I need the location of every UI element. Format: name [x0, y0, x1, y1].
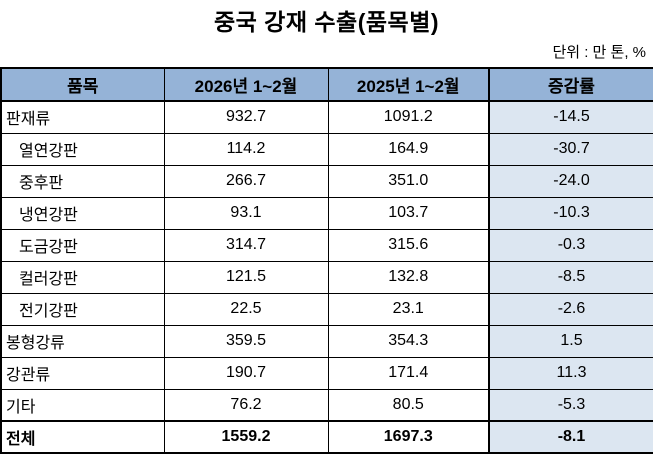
- value-2026-cell: 22.5: [163, 292, 329, 326]
- table-row: 봉형강류 359.5 354.3 1.5: [0, 324, 653, 358]
- change-cell: 1.5: [488, 324, 653, 358]
- table-row: 판재류 932.7 1091.2 -14.5: [0, 100, 653, 134]
- value-2026-cell: 121.5: [163, 260, 329, 294]
- value-2026-cell: 93.1: [163, 196, 329, 230]
- page-title: 중국 강재 수출(품목별): [213, 9, 440, 35]
- table-row: 전체 1559.2 1697.3 -8.1: [0, 420, 653, 454]
- item-cell: 도금강판: [0, 228, 165, 262]
- column-header-item: 품목: [0, 67, 165, 102]
- item-cell: 냉연강판: [0, 196, 165, 230]
- value-2026-cell: 266.7: [163, 164, 329, 198]
- table-row: 냉연강판 93.1 103.7 -10.3: [0, 196, 653, 230]
- change-cell: -0.3: [488, 228, 653, 262]
- table-row: 중후판 266.7 351.0 -24.0: [0, 164, 653, 198]
- table-row: 도금강판 314.7 315.6 -0.3: [0, 228, 653, 262]
- value-2025-cell: 171.4: [327, 356, 490, 390]
- value-2025-cell: 80.5: [327, 388, 490, 422]
- item-cell: 전체: [0, 420, 165, 454]
- item-cell: 판재류: [0, 100, 165, 134]
- item-cell: 컬러강판: [0, 260, 165, 294]
- value-2026-cell: 76.2: [163, 388, 329, 422]
- value-2025-cell: 351.0: [327, 164, 490, 198]
- value-2025-cell: 132.8: [327, 260, 490, 294]
- change-cell: -8.5: [488, 260, 653, 294]
- column-header-change: 증감률: [488, 67, 653, 102]
- column-header-2026: 2026년 1~2월: [163, 67, 329, 102]
- table-body: 판재류 932.7 1091.2 -14.5 열연강판 114.2 164.9 -30.7 중후…: [0, 100, 653, 454]
- table-row: 컬러강판 121.5 132.8 -8.5: [0, 260, 653, 294]
- item-cell: 봉형강류: [0, 324, 165, 358]
- change-cell: 11.3: [488, 356, 653, 390]
- value-2025-cell: 1697.3: [327, 420, 490, 454]
- value-2026-cell: 314.7: [163, 228, 329, 262]
- value-2026-cell: 359.5: [163, 324, 329, 358]
- change-cell: -14.5: [488, 100, 653, 134]
- steel-export-table: 품목 2026년 1~2월 2025년 1~2월 증감률 판재류 932.7 109…: [0, 67, 653, 454]
- change-cell: -2.6: [488, 292, 653, 326]
- value-2026-cell: 1559.2: [163, 420, 329, 454]
- column-header-2025: 2025년 1~2월: [327, 67, 490, 102]
- value-2025-cell: 315.6: [327, 228, 490, 262]
- table-row: 전기강판 22.5 23.1 -2.6: [0, 292, 653, 326]
- value-2025-cell: 23.1: [327, 292, 490, 326]
- table-row: 열연강판 114.2 164.9 -30.7: [0, 132, 653, 166]
- value-2025-cell: 354.3: [327, 324, 490, 358]
- item-cell: 열연강판: [0, 132, 165, 166]
- value-2026-cell: 190.7: [163, 356, 329, 390]
- item-cell: 중후판: [0, 164, 165, 198]
- unit-note: 단위 : 만 톤, %: [552, 44, 646, 61]
- value-2025-cell: 164.9: [327, 132, 490, 166]
- item-cell: 전기강판: [0, 292, 165, 326]
- change-cell: -5.3: [488, 388, 653, 422]
- header-row: 품목 2026년 1~2월 2025년 1~2월 증감률: [0, 67, 653, 102]
- table-row: 강관류 190.7 171.4 11.3: [0, 356, 653, 390]
- change-cell: -30.7: [488, 132, 653, 166]
- table-row: 기타 76.2 80.5 -5.3: [0, 388, 653, 422]
- item-cell: 기타: [0, 388, 165, 422]
- change-cell: -24.0: [488, 164, 653, 198]
- value-2025-cell: 103.7: [327, 196, 490, 230]
- change-cell: -8.1: [488, 420, 653, 454]
- value-2026-cell: 932.7: [163, 100, 329, 134]
- change-cell: -10.3: [488, 196, 653, 230]
- item-cell: 강관류: [0, 356, 165, 390]
- value-2026-cell: 114.2: [163, 132, 329, 166]
- value-2025-cell: 1091.2: [327, 100, 490, 134]
